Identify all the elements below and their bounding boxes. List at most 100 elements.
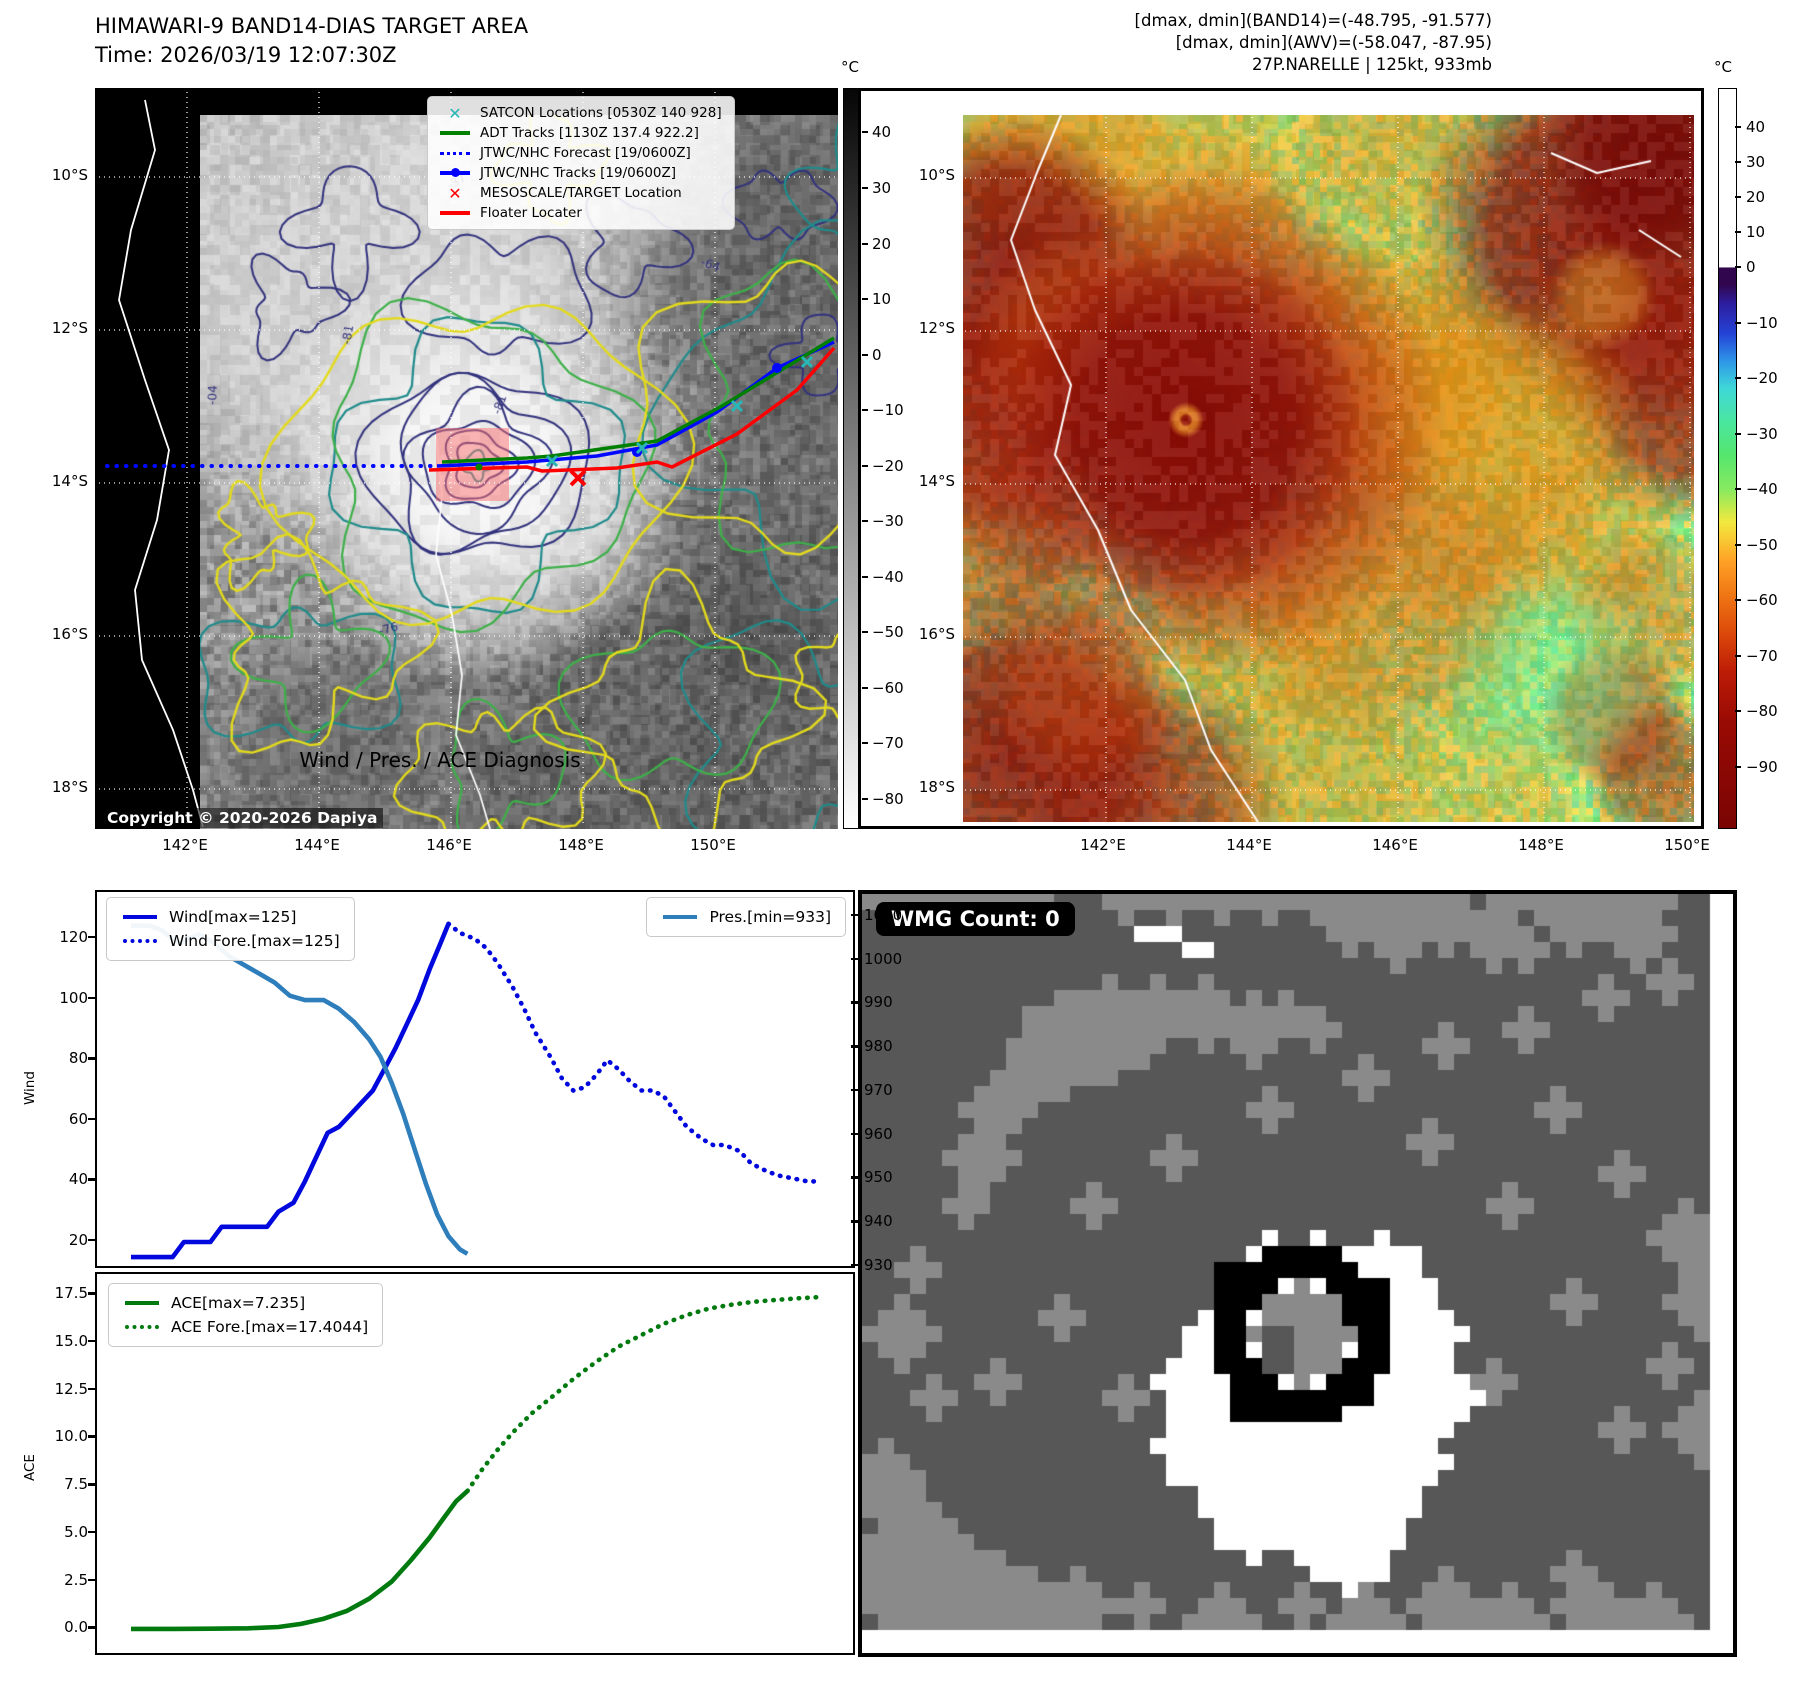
band14-colorbar-tick: 30 (872, 178, 892, 197)
legend-item-label: Pres.[min=933] (709, 908, 831, 926)
awv-colorbar-tick: −60 (1746, 591, 1778, 609)
ace-plot (131, 1294, 826, 1632)
legend-item: JTWC/NHC Forecast [19/0600Z] (438, 143, 722, 163)
awv-colorbar-tick: 20 (1746, 188, 1766, 206)
dotted-line-icon (121, 939, 159, 943)
wmg-pixel-image (862, 894, 1733, 1653)
band14-colorbar-tick: 40 (872, 123, 892, 142)
x-marker (569, 469, 587, 487)
awv-colorbar-tick: −50 (1746, 535, 1778, 554)
x-marker-icon: ✕ (448, 103, 462, 123)
tick-mark (88, 1292, 95, 1295)
band14-xtick-label: 146°E (426, 836, 472, 854)
awv-colorbar-tick: 10 (1746, 223, 1766, 241)
solid-line-icon (438, 211, 472, 215)
x-marker-icon: ✕ (448, 183, 462, 203)
legend-item-label: SATCON Locations [0530Z 140 928] (480, 105, 722, 121)
solid-line-icon (438, 131, 472, 135)
awv-ytick-label: 16°S (918, 625, 955, 643)
wind-ytick-label: 40 (68, 1170, 88, 1189)
legend-item: ADT Tracks [1130Z 137.4 922.2] (438, 123, 722, 143)
ace-ytick-label: 5.0 (64, 1522, 88, 1541)
ace-ytick-label: 10.0 (54, 1427, 88, 1446)
series-ace-fore-max-17-4044- (465, 1294, 826, 1494)
legend-item: Pres.[min=933] (661, 905, 831, 929)
awv-colorbar-unit: °C (1714, 58, 1732, 76)
tick-mark (88, 1339, 95, 1343)
legend-item: ✕ MESOSCALE/TARGET Location (438, 183, 722, 203)
band14-xtick-label: 148°E (558, 836, 604, 854)
wind-ytick-label: 20 (68, 1230, 88, 1249)
tick-mark (88, 1530, 95, 1534)
legend-item-label: ACE[max=7.235] (171, 1294, 306, 1312)
awv-xtick-label: 142°E (1080, 836, 1126, 854)
tick-mark (851, 1132, 860, 1136)
ace-ytick-label: 2.5 (64, 1570, 88, 1589)
awv-colorbar-tick: −40 (1746, 480, 1778, 498)
tick-mark (1735, 377, 1741, 379)
legend-item: Wind Fore.[max=125] (121, 929, 340, 953)
band14-colorbar-tick: −40 (872, 567, 904, 586)
band14-colorbar-tick: −70 (872, 734, 904, 753)
tick-mark (862, 298, 868, 301)
tick-mark (88, 935, 95, 939)
series-wind-max-125- (131, 922, 451, 1260)
band14-colorbar-unit: °C (841, 58, 859, 76)
tick-mark (851, 1045, 860, 1048)
tick-mark (1735, 654, 1741, 657)
tick-mark (1735, 432, 1741, 435)
tick-mark (88, 1483, 95, 1486)
line-dot-icon (438, 168, 472, 178)
wind-ytick-label: 100 (59, 988, 88, 1007)
tick-mark (851, 1176, 860, 1179)
wind-ytick-label: 120 (59, 927, 88, 946)
tick-mark (851, 1220, 860, 1223)
band14-xtick-label: 150°E (690, 836, 736, 854)
band14-colorbar-tick: −80 (872, 790, 904, 809)
awv-xtick-label: 150°E (1664, 836, 1710, 854)
tick-mark (88, 1626, 95, 1629)
band14-colorbar-tick: −60 (872, 678, 904, 697)
tick-mark (88, 1435, 95, 1438)
awv-overlay (965, 117, 1696, 824)
wmg-count-badge: WMG Count: 0 (876, 902, 1075, 936)
tick-mark (862, 520, 868, 523)
awv-colorbar-tick: 0 (1746, 258, 1756, 276)
legend-item-label: ACE Fore.[max=17.4044] (171, 1318, 369, 1336)
wind-legend: Wind[max=125] Wind Fore.[max=125] (106, 897, 355, 961)
tick-mark (862, 409, 868, 412)
legend-item: ACE Fore.[max=17.4044] (123, 1315, 368, 1339)
tick-mark (1735, 543, 1741, 546)
awv-ytick-label: 14°S (918, 472, 955, 490)
band14-map-panel: ✕ SATCON Locations [0530Z 140 928] ADT Tra… (95, 88, 838, 829)
awv-map-panel (858, 88, 1704, 829)
tick-mark (88, 1178, 95, 1181)
tick-mark (1735, 161, 1741, 163)
tick-mark (1735, 599, 1741, 601)
legend-item: Floater Locater (438, 203, 722, 223)
tick-mark (88, 1117, 95, 1121)
awv-colorbar-tick: 30 (1746, 153, 1766, 171)
adt-track (441, 336, 835, 464)
series-pres-min-933- (131, 923, 469, 1256)
awv-satellite-image (963, 115, 1694, 822)
pressure-ytick-label: 970 (864, 1080, 893, 1099)
dotted-line-icon (123, 1325, 161, 1329)
awv-colorbar-tick: −90 (1746, 757, 1778, 776)
dmax-dmin-awv: [dmax, dmin](AWV)=(-58.047, -87.95) (1175, 33, 1492, 52)
tick-mark (88, 1057, 95, 1060)
awv-xtick-label: 148°E (1518, 836, 1564, 854)
legend-item: ✕ SATCON Locations [0530Z 140 928] (438, 103, 722, 123)
awv-ytick-label: 18°S (918, 778, 955, 796)
tick-mark (862, 131, 868, 134)
tick-mark (851, 957, 860, 961)
band14-colorbar-tick: −10 (872, 401, 904, 420)
tick-mark (862, 742, 868, 745)
legend-item-label: JTWC/NHC Tracks [19/0600Z] (480, 165, 677, 181)
tick-mark (1735, 321, 1741, 324)
tick-mark (1735, 488, 1741, 490)
pressure-legend: Pres.[min=933] (646, 897, 846, 937)
pressure-ytick-label: 930 (864, 1255, 893, 1274)
ace-ytick-label: 12.5 (54, 1379, 88, 1398)
legend-item-label: Wind[max=125] (169, 908, 297, 926)
